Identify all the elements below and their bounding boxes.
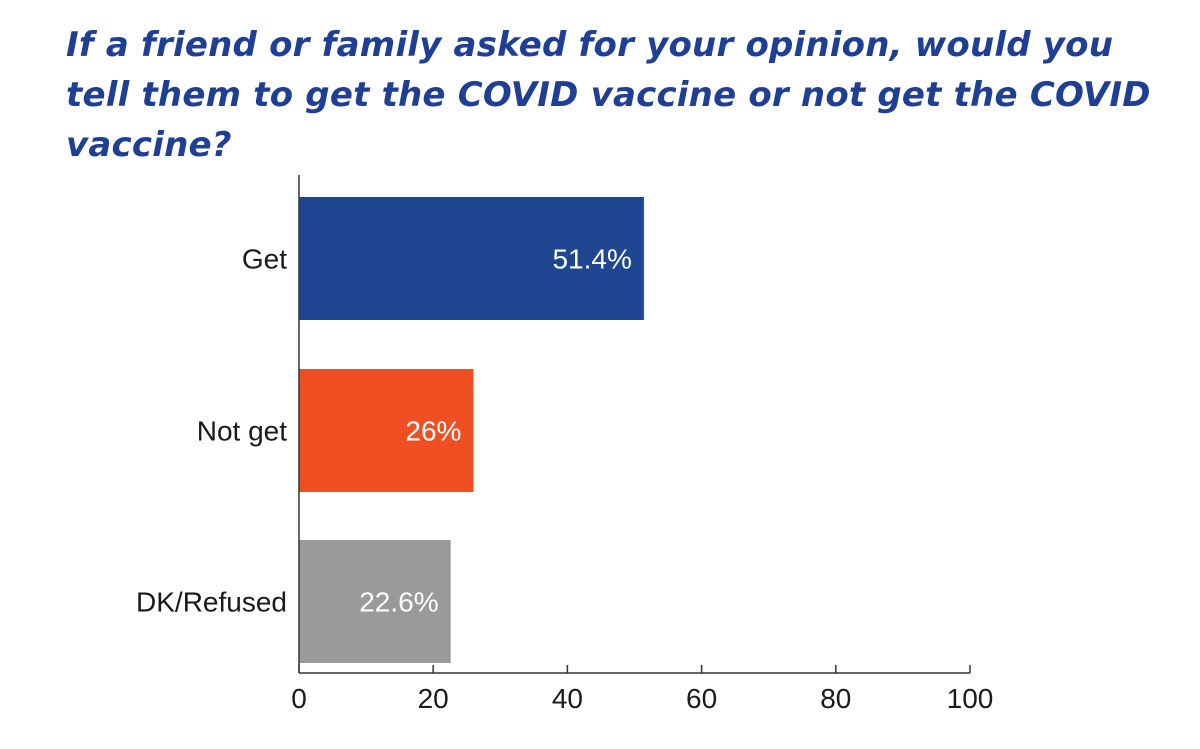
- x-tick-label-20: 20: [418, 683, 449, 714]
- chart-title: If a friend or family asked for your opi…: [66, 25, 1151, 165]
- x-tick-label-40: 40: [552, 683, 583, 714]
- bar-dk-refused: [299, 540, 451, 663]
- bar-get: [299, 197, 644, 320]
- category-label-dk-refused: DK/Refused: [136, 587, 287, 618]
- data-label-dk-refused: 22.6%: [359, 587, 438, 618]
- x-tick-label-100: 100: [947, 683, 994, 714]
- data-label-get: 51.4%: [552, 244, 631, 275]
- x-tick-label-0: 0: [291, 683, 307, 714]
- category-label-not-get: Not get: [197, 416, 287, 447]
- x-tick-label-60: 60: [686, 683, 717, 714]
- x-tick-label-80: 80: [820, 683, 851, 714]
- category-label-get: Get: [242, 244, 287, 275]
- bar-not-get: [299, 369, 474, 492]
- bars-group: Get 51.4% Not get 26% DK/Refused 22.6%: [136, 197, 644, 663]
- axes: 0 20 40 60 80 100: [291, 175, 993, 714]
- data-label-not-get: 26%: [405, 416, 461, 447]
